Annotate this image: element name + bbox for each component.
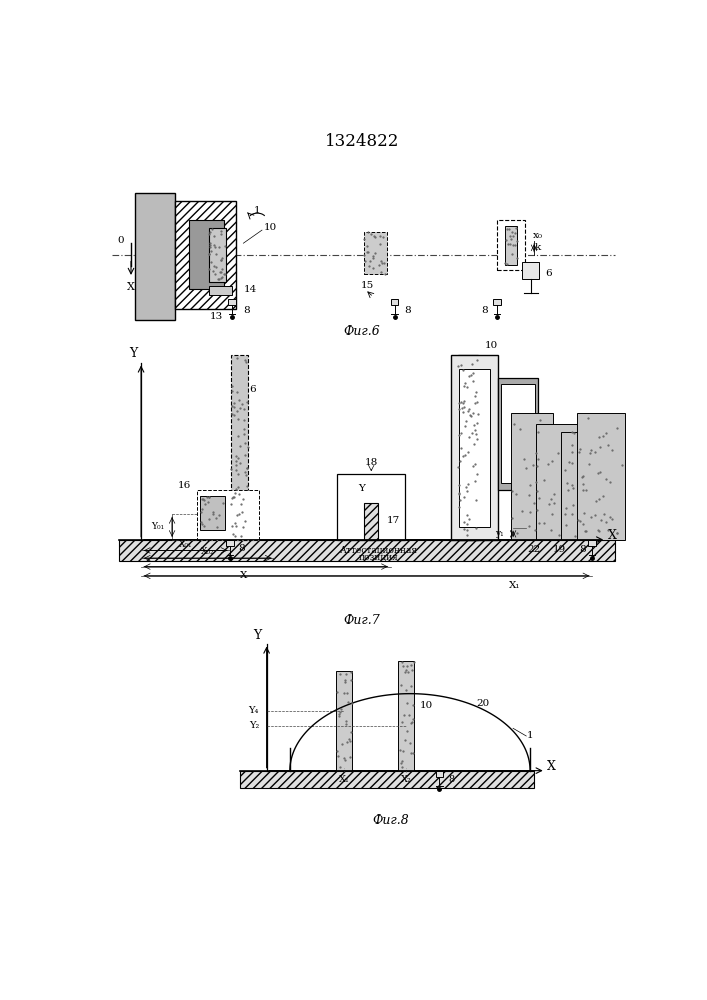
Text: 15: 15 [361, 281, 374, 290]
Text: X₀₁: X₀₁ [179, 540, 192, 549]
Text: 8: 8 [448, 775, 454, 784]
Text: X₀₂: X₀₂ [201, 547, 214, 556]
Text: Y: Y [358, 484, 366, 493]
Bar [578, 413, 626, 540]
Text: Y₄: Y₄ [248, 706, 259, 715]
Text: 10: 10 [264, 223, 276, 232]
Text: 0: 0 [117, 236, 124, 245]
Text: Фиг.7: Фиг.7 [344, 614, 380, 627]
Bar [398, 661, 414, 771]
Text: Фиг.8: Фиг.8 [373, 814, 409, 827]
Text: X: X [608, 529, 617, 542]
Bar [451, 355, 498, 540]
Bar [522, 262, 539, 279]
Text: Y: Y [129, 347, 137, 360]
Bar [458, 355, 478, 540]
Bar [175, 201, 235, 309]
Bar [200, 496, 225, 530]
Text: 13: 13 [209, 312, 223, 321]
Text: 17: 17 [387, 516, 400, 525]
Text: Y₀₁: Y₀₁ [151, 522, 164, 531]
Text: 20: 20 [476, 699, 489, 708]
Bar [197, 490, 259, 540]
Text: 18: 18 [365, 458, 378, 467]
Text: позиция: позиция [359, 552, 399, 561]
Text: k: k [534, 243, 541, 252]
Text: x₀: x₀ [533, 231, 543, 240]
Bar [498, 378, 538, 490]
Bar [505, 226, 517, 265]
Text: X: X [127, 282, 135, 292]
Text: 8: 8 [238, 544, 245, 553]
Text: 6: 6 [546, 269, 552, 278]
Text: y₁: y₁ [495, 529, 504, 538]
Bar [240, 771, 534, 788]
Text: 19: 19 [553, 545, 566, 554]
Text: 6: 6 [250, 385, 256, 394]
Bar [588, 540, 596, 546]
Bar [119, 540, 615, 561]
Bar [363, 232, 387, 274]
Text: 1324822: 1324822 [325, 133, 399, 150]
Bar [561, 432, 600, 540]
Bar [493, 299, 501, 305]
Text: X₁: X₁ [339, 775, 349, 784]
Bar [337, 474, 405, 540]
Text: 14: 14 [243, 285, 257, 294]
Text: 8: 8 [404, 306, 411, 315]
Text: Y: Y [253, 629, 262, 642]
Bar [497, 220, 525, 270]
Text: X₂: X₂ [401, 775, 411, 784]
Text: 22: 22 [527, 545, 541, 554]
Bar [459, 369, 490, 527]
Text: 8: 8 [481, 306, 489, 315]
Bar [501, 384, 534, 483]
Text: X₁: X₁ [509, 581, 520, 590]
Text: X: X [240, 571, 247, 580]
Bar [135, 193, 175, 320]
Text: 1: 1 [527, 732, 534, 740]
Bar [228, 299, 235, 305]
Text: 10: 10 [485, 341, 498, 350]
Text: 10: 10 [420, 701, 433, 710]
Text: 1: 1 [254, 206, 261, 215]
Text: 8: 8 [243, 306, 250, 315]
Text: Аттестационная: Аттестационная [340, 545, 418, 554]
Bar [391, 299, 398, 305]
Text: X: X [547, 760, 556, 773]
Bar [537, 424, 583, 540]
Bar [337, 671, 352, 771]
Text: 8: 8 [579, 545, 586, 554]
Bar [209, 286, 232, 295]
Bar [231, 355, 248, 540]
Bar [189, 220, 224, 289]
Text: 16: 16 [178, 481, 192, 490]
Text: Y₂: Y₂ [249, 721, 259, 730]
Bar [364, 503, 378, 540]
Text: Фиг.6: Фиг.6 [344, 325, 380, 338]
Bar [436, 771, 443, 777]
Bar [226, 540, 234, 546]
Bar [209, 228, 226, 282]
Bar [510, 413, 554, 540]
